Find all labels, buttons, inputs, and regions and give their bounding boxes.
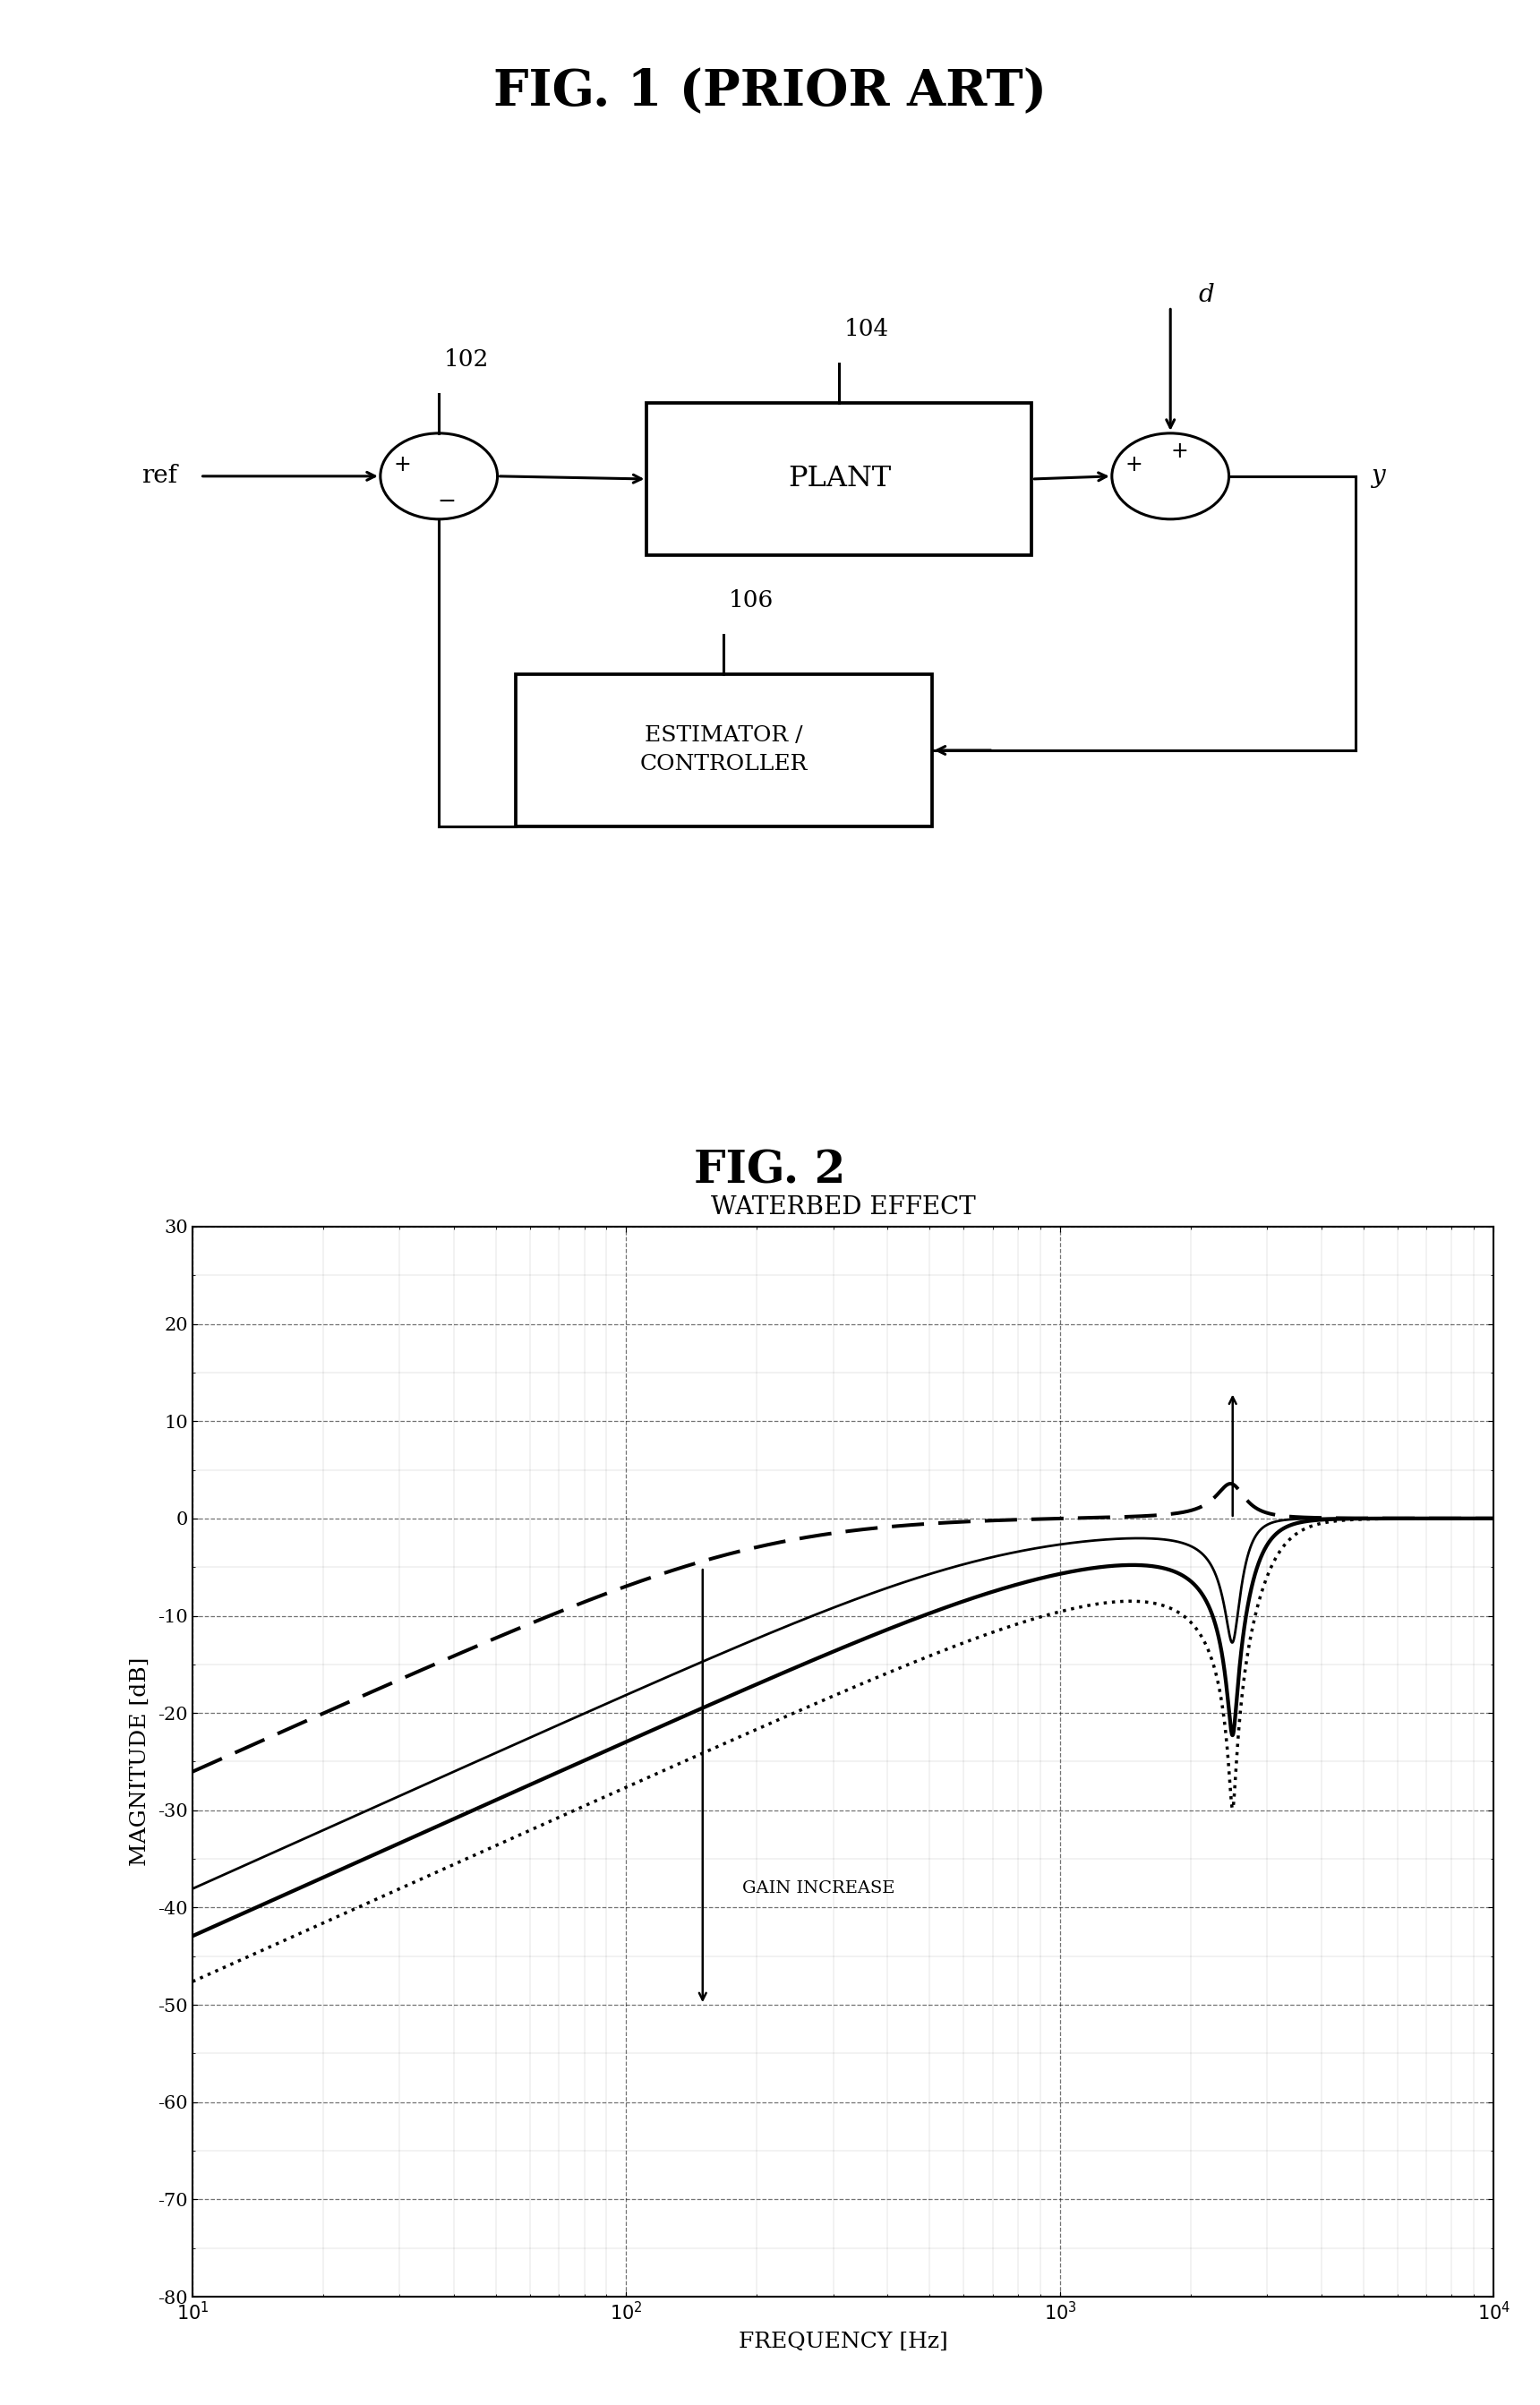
Text: ESTIMATOR /
CONTROLLER: ESTIMATOR / CONTROLLER	[641, 726, 807, 774]
Text: 102: 102	[444, 349, 490, 370]
X-axis label: FREQUENCY [Hz]: FREQUENCY [Hz]	[739, 2330, 947, 2352]
Text: +: +	[1124, 455, 1143, 476]
Text: y: y	[1371, 464, 1384, 488]
Title: WATERBED EFFECT: WATERBED EFFECT	[711, 1195, 975, 1219]
Text: FIG. 2: FIG. 2	[695, 1150, 845, 1193]
Text: ref: ref	[142, 464, 177, 488]
Text: d: d	[1198, 284, 1214, 308]
Text: +: +	[1170, 440, 1189, 462]
Y-axis label: MAGNITUDE [dB]: MAGNITUDE [dB]	[129, 1657, 151, 1866]
Text: PLANT: PLANT	[787, 464, 892, 493]
Text: GAIN INCREASE: GAIN INCREASE	[742, 1881, 895, 1895]
Text: FIG. 1 (PRIOR ART): FIG. 1 (PRIOR ART)	[493, 67, 1047, 115]
Text: 106: 106	[728, 589, 775, 611]
Text: −: −	[437, 491, 456, 512]
Text: 104: 104	[844, 317, 890, 342]
Text: +: +	[393, 455, 411, 476]
